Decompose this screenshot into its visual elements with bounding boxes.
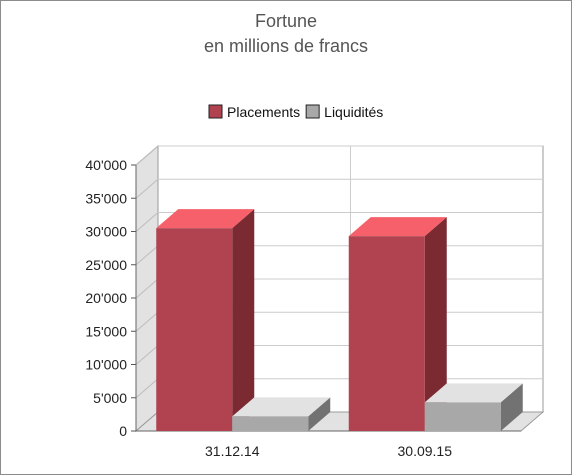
bar-placements-2-top: [348, 217, 447, 237]
chart-subtitle: en millions de francs: [203, 36, 369, 56]
bar-placements-1: [156, 228, 233, 431]
legend-label-2: Liquidités: [324, 104, 383, 120]
x-tick-label: 30.09.15: [398, 443, 453, 459]
gridline-left-wall: [135, 178, 159, 199]
bar-liquidits-1-side: [308, 397, 331, 431]
y-tick-label: 30'000: [85, 224, 127, 240]
y-tick-label: 20'000: [85, 290, 127, 306]
bar-liquidits-1: [232, 416, 309, 431]
y-tick-label: 10'000: [85, 357, 127, 373]
bar-liquidits-2-side: [500, 383, 523, 431]
y-tick-label: 15'000: [85, 323, 127, 339]
legend-swatch-1: [208, 104, 223, 119]
bar-liquidits-2-top: [424, 383, 523, 403]
y-tick-label: 35'000: [85, 190, 127, 206]
bar-liquidits-1-top: [232, 397, 331, 417]
y-tick-label: 40'000: [85, 157, 127, 173]
bar-placements-1-side: [232, 209, 255, 431]
x-tick-label: 31.12.14: [205, 443, 260, 459]
chart-title: Fortune: [254, 11, 318, 31]
bar-placements-2-side: [424, 217, 447, 431]
y-tick-label: 5'000: [93, 390, 127, 406]
gridline-left-wall: [135, 145, 159, 166]
gridline-left-wall: [135, 378, 159, 399]
gridline-left-wall: [135, 278, 159, 299]
gridline-left-wall: [135, 311, 159, 332]
y-tick-label: 0: [119, 423, 127, 439]
bar-placements-2: [348, 236, 425, 431]
bar-placements-1-top: [156, 209, 255, 229]
gridline-left-wall: [135, 345, 159, 365]
legend-swatch-2: [305, 104, 320, 119]
legend-label-1: Placements: [227, 104, 300, 120]
gridline-left-wall: [135, 212, 159, 232]
gridline-left-wall: [135, 245, 159, 266]
bar-liquidits-2: [424, 402, 501, 431]
y-tick-label: 25'000: [85, 257, 127, 273]
